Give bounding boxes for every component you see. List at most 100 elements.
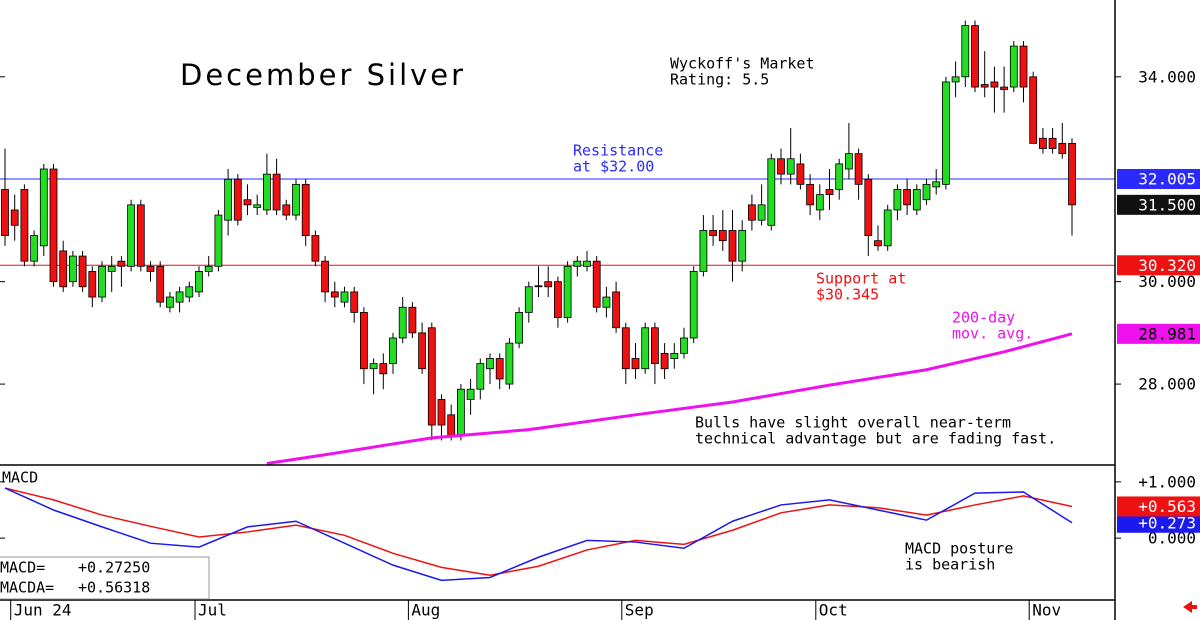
candle-body <box>224 178 233 221</box>
moving-average <box>266 332 1073 465</box>
candle-body <box>515 311 523 344</box>
annotation: Resistance <box>573 142 663 160</box>
candle-body <box>262 173 271 211</box>
readout-name: MACD= <box>0 559 45 577</box>
candle-body <box>757 204 766 221</box>
annotation: Wyckoff's Market <box>670 55 815 73</box>
candle-body <box>1058 142 1067 155</box>
value-box <box>1117 323 1200 344</box>
y-tick-label: +1.000 <box>1138 472 1196 491</box>
x-tick-label: Sep <box>625 601 654 620</box>
candle-body <box>1019 45 1028 88</box>
annotation: 200-day <box>952 309 1015 327</box>
chart-title: December Silver <box>180 58 466 92</box>
candle-body <box>689 271 698 339</box>
y-tick-label: 0.000 <box>1148 529 1196 548</box>
candle-body <box>883 209 892 247</box>
annotation: $30.345 <box>816 286 879 304</box>
candle-body <box>524 286 533 313</box>
candle-body <box>971 25 979 88</box>
candle-body <box>1000 86 1008 91</box>
candle-body <box>204 265 213 272</box>
value-box-label: 31.500 <box>1138 195 1196 214</box>
candle-body <box>912 189 921 211</box>
candle-body <box>107 265 116 272</box>
candle-body <box>30 235 39 262</box>
candle-body <box>903 189 911 206</box>
candle-body <box>806 183 814 206</box>
candle-body <box>699 230 708 272</box>
candle-body <box>214 214 223 267</box>
candle-body <box>1 189 9 236</box>
plot <box>0 20 1115 582</box>
candle-body <box>253 204 262 208</box>
candle-body <box>651 327 659 365</box>
value-box <box>1117 168 1200 189</box>
macd-line <box>4 487 1073 582</box>
readout-value: +0.27250 <box>78 559 150 577</box>
candle-body <box>10 209 19 226</box>
candle-body <box>321 260 330 293</box>
candle-body <box>146 265 155 272</box>
candle-body <box>69 255 77 283</box>
y-tick-label: 30.000 <box>1138 272 1196 291</box>
candle-body <box>544 281 553 288</box>
candle-body <box>456 388 465 436</box>
candle-body <box>359 311 368 370</box>
candle-body <box>1009 45 1018 88</box>
readout-name: MACDA= <box>0 579 54 597</box>
annotation: MACD posture <box>905 540 1013 558</box>
candle-body <box>466 388 475 400</box>
y-tick-label: 34.000 <box>1138 67 1196 86</box>
candle-body <box>195 271 203 293</box>
candle-body <box>738 230 747 262</box>
candle-body <box>573 260 582 267</box>
candle-body <box>932 181 941 188</box>
value-box-label: 30.320 <box>1138 256 1196 275</box>
candle-body <box>156 265 165 303</box>
candle-body <box>78 255 87 288</box>
candle-body <box>379 363 388 375</box>
annotation: is bearish <box>905 556 995 574</box>
x-tick-label: Nov <box>1032 601 1061 620</box>
candle-body <box>854 153 863 185</box>
candle-body <box>660 352 669 370</box>
candle-body <box>951 76 960 83</box>
candle-body <box>185 286 194 298</box>
candle-body <box>845 153 853 170</box>
x-tick-label: Jul <box>198 601 227 620</box>
candle-body <box>408 306 417 334</box>
y-tick-label: 28.000 <box>1138 375 1196 394</box>
candle-body <box>709 230 717 236</box>
candle-body <box>621 327 630 370</box>
candle-body <box>728 230 737 262</box>
readout-value: +0.56318 <box>78 579 150 597</box>
candle-body <box>330 291 339 298</box>
annotation: mov. avg. <box>952 325 1033 343</box>
candle-body <box>389 337 397 365</box>
annotation: Bulls have slight overall near-term <box>695 414 1011 432</box>
candle-body <box>1029 76 1038 144</box>
candle-body <box>427 327 436 426</box>
candle-body <box>165 296 174 308</box>
candle-body <box>282 204 291 216</box>
candle-body <box>796 163 805 185</box>
candle-body <box>350 291 359 313</box>
candle-body <box>486 358 494 370</box>
candle-body <box>718 230 727 242</box>
annotation: at $32.00 <box>573 158 654 176</box>
candle-body <box>98 265 106 298</box>
candle-body <box>136 204 145 267</box>
scroll-arrow[interactable] <box>1183 601 1197 613</box>
macd-line <box>4 487 1073 577</box>
candle-body <box>534 285 543 288</box>
candle-body <box>680 337 688 354</box>
candle-body <box>272 173 281 211</box>
candle-body <box>311 235 320 262</box>
candle-body <box>641 327 650 370</box>
candle-body <box>117 260 126 267</box>
candle-body <box>786 158 795 175</box>
candle-body <box>612 291 620 329</box>
